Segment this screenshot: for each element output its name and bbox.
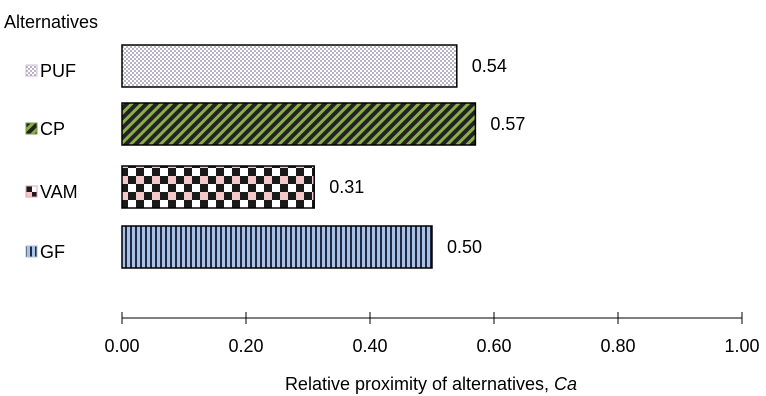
x-axis-title-text: Relative proximity of alternatives, xyxy=(285,374,554,394)
bar-gf xyxy=(121,225,433,269)
bar-cp xyxy=(121,102,477,146)
legend-swatch-cp xyxy=(25,122,38,135)
x-tick-label: 0.80 xyxy=(600,336,635,356)
legend-swatch-vam xyxy=(25,185,38,198)
x-tick-label: 0.20 xyxy=(228,336,263,356)
x-tick-label: 0.40 xyxy=(352,336,387,356)
category-label-cp: CP xyxy=(40,119,65,139)
x-axis-title: Relative proximity of alternatives, Ca xyxy=(285,374,577,394)
x-tick-label: 0.00 xyxy=(104,336,139,356)
data-label-puf: 0.54 xyxy=(472,56,507,76)
category-label-vam: VAM xyxy=(40,182,78,202)
x-tick-label: 1.00 xyxy=(724,336,759,356)
bar-puf xyxy=(121,44,458,88)
category-label-gf: GF xyxy=(40,242,65,262)
x-axis-title-italic: Ca xyxy=(554,374,577,394)
bar-vam xyxy=(121,165,315,209)
data-label-cp: 0.57 xyxy=(490,114,525,134)
data-label-gf: 0.50 xyxy=(447,237,482,257)
y-axis-title: Alternatives xyxy=(4,12,98,32)
data-label-vam: 0.31 xyxy=(329,177,364,197)
category-label-puf: PUF xyxy=(40,61,76,81)
legend-swatch-gf xyxy=(25,245,38,258)
x-tick-label: 0.60 xyxy=(476,336,511,356)
legend-swatch-puf xyxy=(25,64,38,77)
